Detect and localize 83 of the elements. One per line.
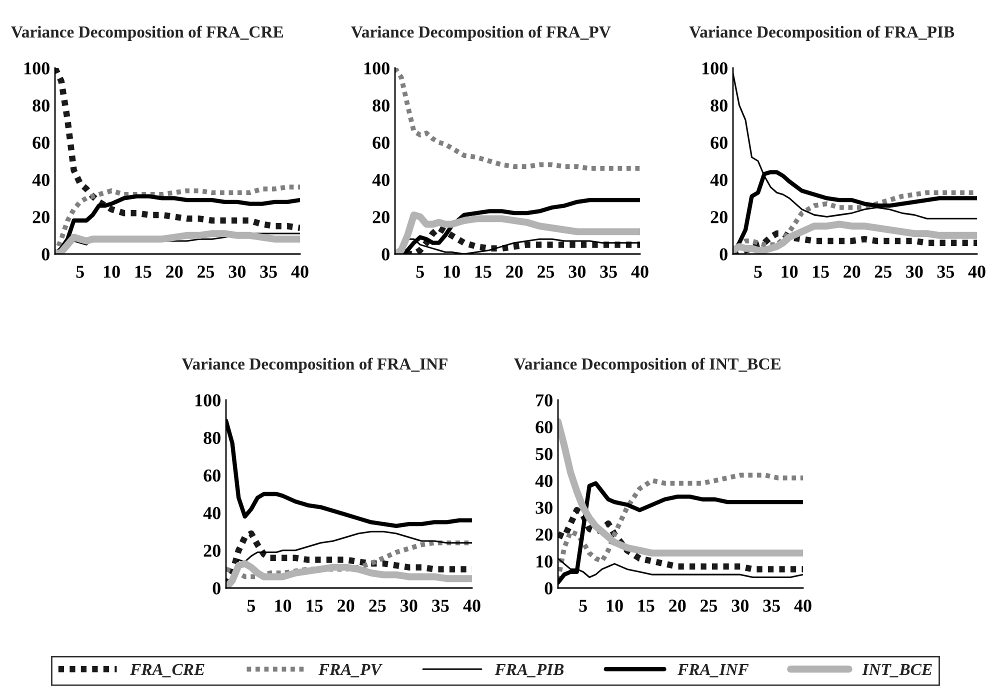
x-tick-label: 15 bbox=[638, 600, 654, 612]
chart-title: Variance Decomposition of FRA_INF bbox=[182, 358, 448, 373]
x-tick-label: 25 bbox=[369, 600, 386, 612]
x-tick-label: 25 bbox=[700, 600, 718, 612]
y-tick-label: 20 bbox=[32, 211, 50, 224]
x-tick-label: 25 bbox=[538, 266, 554, 278]
y-tick-label: 80 bbox=[204, 432, 220, 444]
x-tick-label: 10 bbox=[444, 266, 460, 278]
x-tick-label: 10 bbox=[782, 266, 798, 278]
y-tick-label: 0 bbox=[382, 248, 390, 260]
y-tick-label: 60 bbox=[204, 469, 220, 482]
x-tick-label: 35 bbox=[600, 266, 617, 278]
x-tick-label: 40 bbox=[968, 266, 986, 278]
x-tick-label: 5 bbox=[416, 266, 424, 278]
x-tick-label: 5 bbox=[76, 266, 84, 278]
y-tick-label: 80 bbox=[372, 99, 390, 112]
x-tick-label: 25 bbox=[198, 266, 214, 278]
y-tick-label: 100 bbox=[24, 62, 50, 74]
chart-title: Variance Decomposition of FRA_PV bbox=[351, 26, 611, 41]
chart-title: Variance Decomposition of FRA_CRE bbox=[11, 26, 284, 41]
x-tick-label: 15 bbox=[135, 266, 152, 278]
x-tick-label: 20 bbox=[506, 266, 523, 278]
legend-label: FRA_PIB bbox=[494, 664, 564, 678]
x-tick-label: 40 bbox=[631, 266, 648, 278]
y-tick-label: 0 bbox=[720, 248, 728, 260]
x-tick-label: 5 bbox=[579, 600, 587, 612]
x-tick-label: 25 bbox=[874, 266, 892, 278]
line-series bbox=[395, 68, 640, 171]
y-tick-label: 100 bbox=[196, 394, 220, 406]
y-tick-label: 60 bbox=[710, 136, 728, 149]
legend-label: FRA_CRE bbox=[130, 664, 204, 678]
y-tick-label: 40 bbox=[32, 174, 50, 186]
x-tick-label: 30 bbox=[568, 266, 586, 278]
x-tick-label: 5 bbox=[247, 600, 256, 612]
y-tick-label: 40 bbox=[203, 507, 220, 520]
y-tick-label: 100 bbox=[364, 62, 390, 74]
x-tick-label: 10 bbox=[275, 600, 292, 612]
y-tick-label: 40 bbox=[535, 474, 552, 488]
y-tick-label: 20 bbox=[536, 528, 552, 541]
x-tick-label: 15 bbox=[475, 266, 492, 278]
y-tick-label: 0 bbox=[544, 582, 552, 594]
y-tick-label: 20 bbox=[710, 211, 728, 224]
x-tick-label: 40 bbox=[794, 600, 812, 612]
y-tick-label: 10 bbox=[536, 555, 552, 568]
x-tick-label: 20 bbox=[844, 266, 860, 278]
x-tick-label: 40 bbox=[291, 266, 308, 278]
x-tick-label: 40 bbox=[463, 600, 480, 612]
y-tick-label: 40 bbox=[372, 174, 390, 186]
y-tick-label: 20 bbox=[372, 211, 390, 224]
y-tick-label: 100 bbox=[702, 62, 728, 74]
y-tick-label: 60 bbox=[536, 421, 552, 434]
chart-title: Variance Decomposition of INT_BCE bbox=[514, 358, 780, 373]
x-tick-label: 10 bbox=[606, 600, 623, 612]
y-tick-label: 20 bbox=[204, 544, 220, 557]
legend-label: INT_BCE bbox=[862, 664, 932, 678]
chart-title: Variance Decomposition of FRA_PIB bbox=[689, 26, 954, 41]
x-tick-label: 30 bbox=[906, 266, 923, 278]
y-tick-label: 60 bbox=[32, 136, 50, 149]
x-tick-label: 35 bbox=[260, 266, 277, 278]
x-tick-label: 20 bbox=[338, 600, 354, 612]
x-tick-label: 5 bbox=[754, 266, 762, 278]
y-tick-label: 0 bbox=[42, 248, 50, 260]
x-tick-label: 20 bbox=[166, 266, 183, 278]
y-tick-label: 30 bbox=[536, 502, 552, 514]
y-tick-label: 40 bbox=[710, 174, 728, 186]
y-tick-label: 80 bbox=[32, 99, 50, 112]
legend-label: FRA_INF bbox=[678, 664, 749, 678]
x-tick-label: 30 bbox=[732, 600, 749, 612]
x-tick-label: 35 bbox=[763, 600, 780, 612]
x-tick-label: 15 bbox=[813, 266, 829, 278]
x-tick-label: 10 bbox=[104, 266, 120, 278]
y-tick-label: 60 bbox=[372, 136, 390, 149]
legend-label: FRA_PV bbox=[318, 664, 383, 678]
x-tick-label: 20 bbox=[669, 600, 686, 612]
y-tick-label: 50 bbox=[536, 448, 552, 460]
x-tick-label: 35 bbox=[937, 266, 954, 278]
x-tick-label: 35 bbox=[432, 600, 449, 612]
y-tick-label: 80 bbox=[710, 99, 728, 112]
y-tick-label: 0 bbox=[212, 582, 220, 594]
x-tick-label: 30 bbox=[228, 266, 246, 278]
x-tick-label: 15 bbox=[306, 600, 323, 612]
x-tick-label: 30 bbox=[400, 600, 418, 612]
y-tick-label: 70 bbox=[536, 394, 552, 406]
